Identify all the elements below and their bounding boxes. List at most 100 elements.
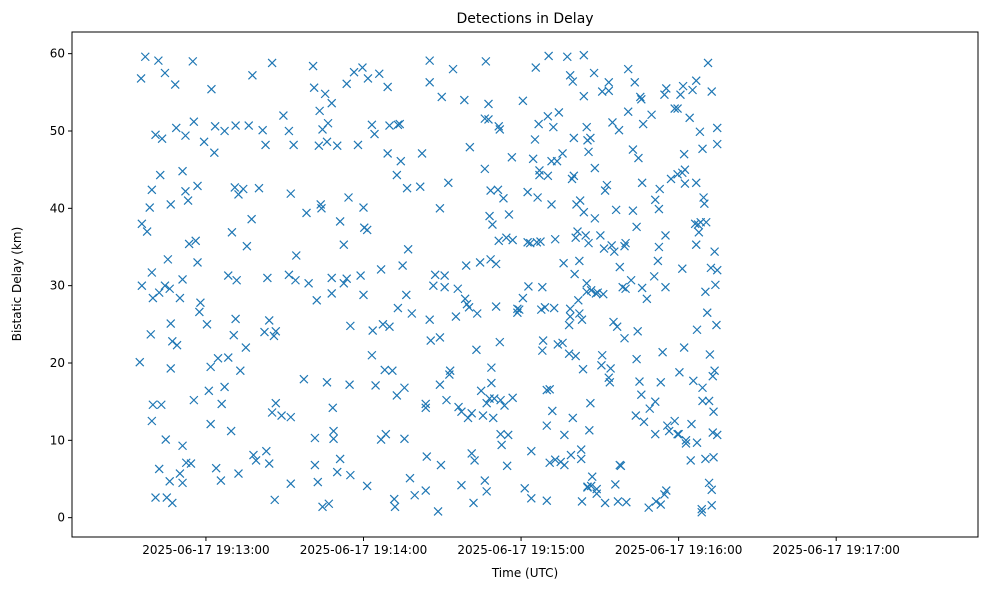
data-point (181, 186, 190, 196)
data-point (286, 412, 296, 422)
data-point (440, 282, 450, 292)
data-point (234, 469, 243, 479)
data-point (304, 278, 314, 288)
data-point (679, 149, 689, 159)
data-point (584, 425, 594, 435)
data-point (324, 499, 334, 509)
data-point (634, 153, 643, 163)
data-point (264, 459, 274, 468)
data-point (661, 84, 671, 93)
data-point (155, 170, 165, 180)
data-point (261, 140, 270, 150)
data-point (465, 142, 475, 152)
data-point (673, 429, 682, 439)
data-point (264, 316, 274, 325)
data-point (569, 171, 579, 181)
data-point (260, 327, 269, 337)
data-point (592, 489, 602, 499)
data-point (147, 185, 157, 195)
data-point (596, 360, 606, 370)
data-point (327, 273, 337, 283)
data-point (223, 353, 233, 363)
data-point (547, 200, 556, 209)
data-point (278, 111, 288, 120)
data-point (210, 121, 220, 131)
data-point (151, 130, 160, 140)
data-point (681, 438, 691, 448)
data-point (537, 346, 547, 356)
data-point (570, 269, 580, 279)
data-point (335, 217, 345, 226)
data-point (435, 333, 445, 342)
data-point (217, 399, 227, 409)
data-point (698, 144, 707, 154)
data-point (157, 134, 167, 144)
data-point (353, 140, 363, 150)
data-point (378, 319, 388, 329)
data-point (202, 319, 212, 329)
data-point (647, 110, 657, 120)
y-tick-label: 40 (50, 201, 65, 215)
data-point (497, 440, 507, 450)
data-point (220, 382, 229, 392)
data-point (140, 52, 150, 62)
data-point (599, 244, 609, 253)
data-point (454, 402, 463, 412)
data-point (436, 460, 446, 470)
data-point (172, 340, 182, 350)
data-point (707, 87, 717, 96)
data-point (362, 225, 372, 235)
data-point (209, 148, 219, 158)
data-point (393, 120, 403, 130)
data-point (691, 240, 701, 250)
data-point (284, 126, 294, 136)
data-point (170, 80, 180, 90)
data-point (309, 83, 319, 93)
data-point (679, 343, 689, 352)
data-point (160, 68, 170, 78)
data-point (175, 293, 185, 303)
data-point (312, 295, 322, 305)
data-point (145, 203, 155, 212)
data-point (320, 89, 330, 99)
data-point (327, 288, 337, 298)
data-point (254, 183, 264, 193)
data-point (270, 495, 280, 505)
data-point (194, 307, 204, 317)
data-point (654, 242, 664, 252)
data-point (189, 117, 199, 127)
data-point (135, 357, 145, 367)
data-point (568, 413, 578, 423)
data-point (206, 362, 216, 372)
data-point (637, 178, 647, 188)
data-point (589, 68, 599, 78)
data-point (606, 363, 616, 373)
x-tick-label: 2025-06-17 19:17:00 (772, 543, 899, 557)
data-point (585, 398, 595, 408)
data-point (687, 419, 696, 429)
data-point (666, 174, 676, 184)
data-point (484, 99, 493, 109)
data-point (564, 349, 574, 359)
data-point (550, 455, 560, 465)
data-point (415, 182, 425, 192)
data-point (381, 429, 391, 439)
data-point (195, 298, 205, 308)
data-point (258, 125, 268, 135)
data-point (480, 114, 490, 124)
data-point (496, 429, 506, 439)
data-point (545, 458, 555, 468)
data-point (323, 118, 333, 128)
data-point (166, 200, 176, 209)
y-tick-label: 50 (50, 124, 65, 138)
data-point (448, 64, 458, 74)
data-point (618, 282, 628, 292)
data-point (579, 50, 589, 60)
data-point (400, 434, 409, 444)
data-point (403, 244, 413, 254)
data-point (486, 378, 496, 388)
data-point (582, 278, 592, 288)
data-point (623, 107, 633, 117)
data-point (584, 147, 593, 157)
data-point (620, 333, 629, 343)
